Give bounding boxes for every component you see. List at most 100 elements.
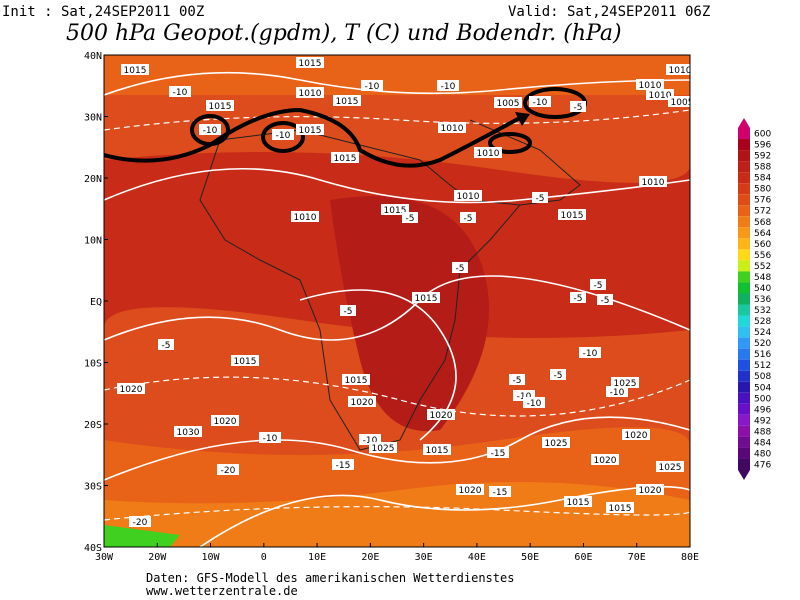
contour-label-box — [369, 442, 397, 453]
cold-patch — [104, 525, 180, 547]
contour-label-box — [117, 383, 145, 394]
contour-label: 1020 — [430, 411, 453, 421]
contour-label: -5 — [601, 296, 610, 306]
contour-label: 1030 — [177, 428, 200, 438]
contour-label-box — [199, 124, 221, 135]
colorbar-swatch — [738, 227, 750, 239]
contour-label-box — [666, 64, 690, 75]
contour-label: 1020 — [639, 486, 662, 496]
contour-label-box — [381, 204, 409, 215]
contour-label: 1015 — [299, 59, 322, 69]
colorbar-label: 492 — [754, 416, 771, 426]
colorbar-label: 580 — [754, 185, 771, 195]
colorbar-label: 568 — [754, 218, 771, 228]
colorbar-swatch — [738, 172, 750, 184]
contour-label: 1015 — [334, 154, 357, 164]
contour-label: 1010 — [441, 124, 464, 134]
lon-label: 70E — [628, 552, 646, 563]
colorbar-swatch — [738, 403, 750, 415]
contour-label: -20 — [133, 518, 148, 528]
contour-label-box — [359, 434, 381, 445]
colorbar-swatch — [738, 150, 750, 162]
contour-label-box — [296, 57, 324, 68]
contour-label: -5 — [574, 103, 583, 113]
lat-label: 20N — [84, 174, 102, 185]
valid-time: Valid: Sat,24SEP2011 06Z — [508, 4, 710, 20]
lon-label: 30W — [95, 552, 114, 563]
colorbar-label: 560 — [754, 240, 771, 250]
contour-label: 1010 — [639, 81, 662, 91]
colorbar-label: 504 — [754, 383, 771, 393]
lat-label: EQ — [90, 297, 102, 308]
contour-label-box — [129, 516, 151, 527]
contour-label: 1010 — [669, 66, 692, 76]
colorbar-label: 524 — [754, 328, 771, 338]
contour-label: -5 — [344, 307, 353, 317]
lon-label: 10W — [202, 552, 221, 563]
contour-label: -5 — [406, 214, 415, 224]
colorbar-bottom — [738, 470, 750, 480]
cutoff-low — [488, 132, 532, 154]
temp-band — [104, 55, 690, 95]
contour-label-box — [460, 212, 476, 223]
contour-label-box — [523, 397, 545, 408]
contour-label: 1020 — [351, 398, 374, 408]
contour-label: -5 — [554, 371, 563, 381]
contour-label: 1015 — [124, 66, 147, 76]
contour-label-box — [296, 87, 324, 98]
contour-label: 1015 — [209, 102, 232, 112]
contour-label: -20 — [221, 466, 236, 476]
contour-label: -10 — [363, 436, 378, 446]
contour-label-box — [169, 86, 191, 97]
contour-label: -10 — [276, 131, 291, 141]
contour-label-box — [606, 502, 634, 513]
colorbar-swatch — [738, 326, 750, 338]
contour-label-box — [532, 192, 548, 203]
colorbar-label: 564 — [754, 229, 771, 239]
lon-label: 80E — [681, 552, 699, 563]
lon-label: 40E — [468, 552, 486, 563]
colorbar-swatch — [738, 359, 750, 371]
contour-label: 1020 — [459, 486, 482, 496]
colorbar-label: 548 — [754, 273, 771, 283]
contour-label-box — [402, 212, 418, 223]
contour-label-box — [579, 347, 601, 358]
contour-label: -15 — [491, 449, 506, 459]
contour-label-box — [259, 432, 281, 443]
contour-label-box — [437, 80, 459, 91]
contour-label: 1015 — [384, 206, 407, 216]
colorbar-label: 588 — [754, 163, 771, 173]
cutoff-low — [190, 114, 230, 146]
contour-label: 1010 — [299, 89, 322, 99]
colorbar-swatch — [738, 436, 750, 448]
colorbar-label: 496 — [754, 405, 771, 415]
colorbar-swatch — [738, 260, 750, 272]
colorbar-label: 528 — [754, 317, 771, 327]
contour-label: 1015 — [415, 294, 438, 304]
contour-label: -15 — [336, 461, 351, 471]
colorbar-swatch — [738, 216, 750, 228]
colorbar-label: 552 — [754, 262, 771, 272]
website: www.wetterzentrale.de — [146, 584, 298, 598]
data-source: Daten: GFS-Modell des amerikanischen Wet… — [146, 571, 514, 585]
contour-label-box — [427, 409, 455, 420]
contour-label-box — [590, 279, 606, 290]
colorbar-label: 600 — [754, 130, 771, 140]
colorbar-label: 500 — [754, 394, 771, 404]
contour-label-box — [513, 390, 535, 401]
colorbar-label: 532 — [754, 306, 771, 316]
lat-label: 10S — [84, 359, 102, 370]
contour-label-box — [296, 124, 324, 135]
contour-label: -10 — [263, 434, 278, 444]
contour-label: 1020 — [594, 456, 617, 466]
contour-label-box — [570, 292, 586, 303]
colorbar-swatch — [738, 392, 750, 404]
contour-label: -5 — [594, 281, 603, 291]
contour-label-box — [494, 97, 522, 108]
colorbar-swatch — [738, 381, 750, 393]
contour-label: 1025 — [614, 379, 637, 389]
contour-label-box — [456, 484, 484, 495]
colorbar-label: 596 — [754, 141, 771, 151]
